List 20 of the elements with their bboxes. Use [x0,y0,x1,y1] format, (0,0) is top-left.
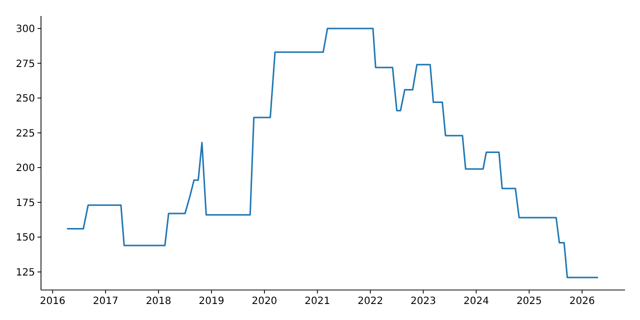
y-tick-label: 150 [16,232,35,244]
y-tick-label: 175 [16,198,35,209]
x-tick-label: 2016 [40,296,66,307]
x-tick-label: 2022 [358,296,384,307]
x-tick-label: 2024 [463,296,489,307]
x-tick-label: 2017 [92,296,118,307]
y-tick-label: 225 [16,128,35,140]
y-tick-label: 275 [16,58,35,70]
y-tick-label: 300 [16,24,35,36]
line-series [66,28,599,278]
x-tick-label: 2019 [198,296,224,307]
x-tick-label: 2025 [516,296,542,307]
x-tick-label: 2021 [304,296,330,307]
y-tick-label: 200 [16,163,35,174]
x-tick-label: 2026 [569,296,595,307]
y-tick-label: 125 [16,267,35,278]
x-tick-label: 2020 [252,296,278,307]
y-tick-label: 250 [16,94,35,105]
x-tick-label: 2018 [146,296,172,307]
x-tick-label: 2023 [410,296,436,307]
